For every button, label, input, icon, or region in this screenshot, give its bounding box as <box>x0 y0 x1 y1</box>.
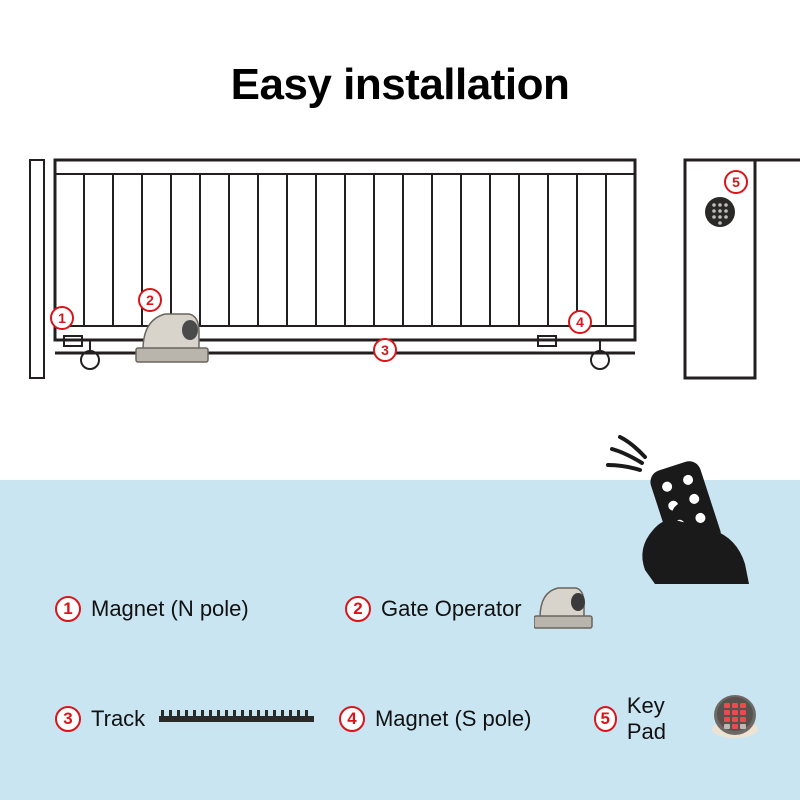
legend-item-1: 1 Magnet (N pole) <box>55 596 345 622</box>
keypad-mini-icon <box>710 693 760 745</box>
track-mini-icon <box>159 706 314 732</box>
legend-label-4: Magnet (S pole) <box>375 706 532 732</box>
remote-hand-icon <box>590 435 760 585</box>
legend-num-4: 4 <box>339 706 365 732</box>
legend-label-2: Gate Operator <box>381 596 522 622</box>
legend-item-3: 3 Track <box>55 706 339 732</box>
keypad-icon <box>705 197 735 227</box>
gate-operator-mini-icon <box>534 580 594 638</box>
legend-label-3: Track <box>91 706 145 732</box>
legend-item-2: 2 Gate Operator <box>345 580 605 638</box>
svg-text:3: 3 <box>381 342 389 358</box>
legend-num-3: 3 <box>55 706 81 732</box>
legend-row-2: 3 Track 4 Magnet (S pole) 5 Key Pad <box>55 693 760 745</box>
legend-label-5: Key Pad <box>627 693 700 745</box>
legend-label-1: Magnet (N pole) <box>91 596 249 622</box>
diagram-svg: 1 2 3 4 5 <box>0 150 800 390</box>
svg-text:2: 2 <box>146 292 154 308</box>
installation-diagram: 1 2 3 4 5 <box>0 150 800 390</box>
page-title: Easy installation <box>0 0 800 150</box>
legend-num-5: 5 <box>594 706 617 732</box>
legend-item-5: 5 Key Pad <box>594 693 760 745</box>
legend-panel: 1 Magnet (N pole) 2 Gate Operator 3 Trac… <box>0 480 800 800</box>
legend-num-2: 2 <box>345 596 371 622</box>
legend-row-1: 1 Magnet (N pole) 2 Gate Operator <box>55 580 760 638</box>
legend-item-4: 4 Magnet (S pole) <box>339 706 594 732</box>
svg-text:5: 5 <box>732 174 740 190</box>
svg-text:4: 4 <box>576 314 584 330</box>
gate-operator-icon <box>136 314 208 362</box>
legend-num-1: 1 <box>55 596 81 622</box>
svg-text:1: 1 <box>58 310 66 326</box>
